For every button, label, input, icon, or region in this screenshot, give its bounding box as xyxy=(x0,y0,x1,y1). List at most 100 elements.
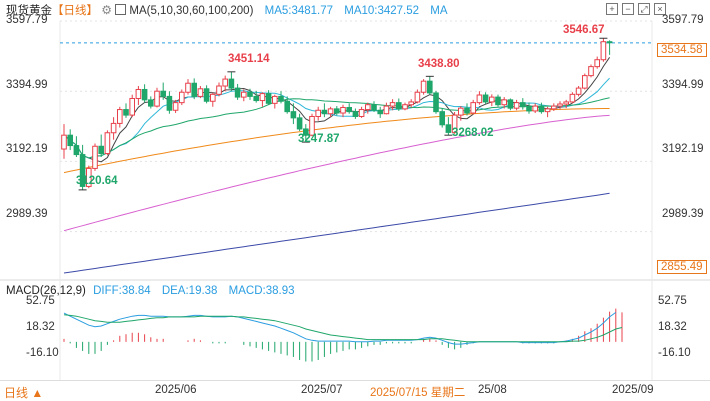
candle-down xyxy=(296,117,303,130)
candle-down xyxy=(464,107,470,114)
period-label[interactable]: 【日线】 xyxy=(52,5,98,17)
candle-down xyxy=(433,92,439,113)
right-tick-1: 3597.79 xyxy=(662,14,704,26)
candle-down xyxy=(427,80,433,94)
candle-up xyxy=(154,90,160,107)
candle-down xyxy=(166,95,173,111)
x-label-2: 2025/07 xyxy=(301,384,343,396)
annotation-low-3: 3268.02 xyxy=(452,127,494,139)
candle-up xyxy=(476,94,483,104)
candle-up xyxy=(389,102,396,107)
annotation-high-3: 3546.67 xyxy=(563,24,605,36)
candle-up xyxy=(110,122,117,134)
ma-toggle-icon[interactable] xyxy=(115,4,127,15)
macd-diff-value: DIFF:38.84 xyxy=(93,285,151,297)
candle-down xyxy=(334,108,340,114)
macd-right-tick-3: -16.10 xyxy=(658,347,691,359)
settings-icon[interactable]: ⚙ xyxy=(101,3,112,17)
candle-down xyxy=(352,111,359,117)
candle-up xyxy=(327,108,334,115)
candle-down xyxy=(123,109,129,116)
candle-up xyxy=(197,88,204,97)
macd-right-tick-1: 52.75 xyxy=(658,295,687,307)
candle-down xyxy=(160,90,166,97)
macd-left-tick-2: 18.32 xyxy=(26,321,55,333)
remove-icon[interactable]: − xyxy=(622,3,634,15)
candle-down xyxy=(538,105,545,113)
candle-down xyxy=(228,78,235,89)
candle-down xyxy=(346,106,352,113)
annotations xyxy=(78,37,608,191)
candle-down xyxy=(396,102,402,110)
annotation-high-1: 3451.14 xyxy=(228,53,270,65)
candle-down xyxy=(321,109,328,115)
add-icon[interactable]: + xyxy=(606,3,618,15)
candle-up xyxy=(513,102,520,109)
candle-up xyxy=(172,102,179,111)
macd-header: MACD(26,12,9) DIFF:38.84 DEA:19.38 MACD:… xyxy=(6,283,295,299)
candle-down xyxy=(203,88,210,102)
candle-up xyxy=(414,91,421,103)
candle-up xyxy=(86,167,92,187)
candle-up xyxy=(61,134,67,150)
candlesticks xyxy=(61,38,613,190)
candle-up xyxy=(179,91,185,104)
candle-up xyxy=(458,107,464,116)
candle-up xyxy=(259,93,266,102)
candle-up xyxy=(365,104,371,111)
current-price-label: 3534.58 xyxy=(657,43,707,57)
candle-down xyxy=(526,106,532,112)
chart-grid xyxy=(0,20,710,380)
ma-more: MA xyxy=(430,5,448,17)
right-tick-3: 3192.19 xyxy=(662,143,704,155)
x-label-4: 2025/09 xyxy=(612,384,654,396)
macd-diff-line xyxy=(63,311,617,345)
candle-down xyxy=(495,96,501,106)
annotation-low-2: 3247.87 xyxy=(298,133,340,145)
instrument-title: 现货黄金 xyxy=(6,5,52,17)
candle-up xyxy=(117,109,123,124)
candle-down xyxy=(377,109,383,115)
macd-label: MACD(26,12,9) xyxy=(6,285,86,297)
candle-down xyxy=(520,102,526,108)
ma10-value: MA10:3427.52 xyxy=(344,5,420,17)
candle-up xyxy=(241,91,247,98)
candle-up xyxy=(451,114,458,133)
right-bottom-tick: 2855.49 xyxy=(657,260,707,274)
candle-up xyxy=(544,108,551,113)
candle-up xyxy=(575,87,582,95)
candle-up xyxy=(557,103,563,107)
candle-up xyxy=(600,41,607,61)
close-icon[interactable]: × xyxy=(654,3,666,15)
macd-dea-line xyxy=(63,314,623,343)
candle-up xyxy=(315,109,321,117)
candle-up xyxy=(358,109,365,117)
x-label-3: 25/08 xyxy=(478,384,507,396)
candle-up xyxy=(222,78,228,87)
candle-down xyxy=(73,145,80,156)
ma200-line xyxy=(63,192,610,274)
candle-up xyxy=(92,145,98,169)
macd-dea-value: DEA:19.38 xyxy=(161,285,218,297)
expand-icon[interactable]: ⤢ xyxy=(638,3,650,15)
candle-down xyxy=(290,111,297,119)
candle-up xyxy=(309,115,315,136)
candle-down xyxy=(303,128,309,136)
annotation-high-2: 3438.80 xyxy=(418,58,460,70)
macd-left-tick-1: 52.75 xyxy=(26,295,55,307)
candle-down xyxy=(253,95,259,102)
candle-down xyxy=(482,94,489,103)
macd-left-tick-3: -16.10 xyxy=(26,347,59,359)
left-tick-1: 3597.79 xyxy=(6,14,48,26)
right-tick-2: 3394.99 xyxy=(662,79,704,91)
left-tick-4: 2989.39 xyxy=(6,208,48,220)
candle-up xyxy=(489,96,495,103)
candle-down xyxy=(439,111,445,126)
macd-panel xyxy=(63,308,623,362)
x-label-1: 2025/06 xyxy=(155,384,197,396)
period-switch-button[interactable]: 日线 ▲ xyxy=(4,386,44,400)
candle-up xyxy=(135,88,142,99)
candle-up xyxy=(104,132,111,155)
candle-up xyxy=(532,105,539,112)
